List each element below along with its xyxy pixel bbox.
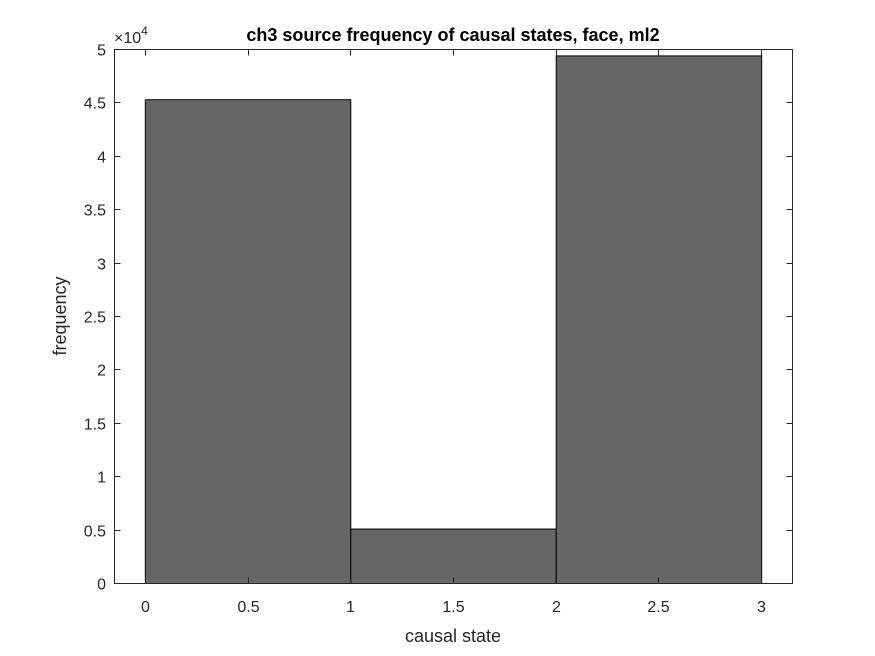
histogram-bar-2 [555, 55, 763, 584]
y-tick-label-3: 1.5 [84, 417, 106, 434]
x-tick-label-6: 3 [757, 599, 766, 616]
y-tick-label-7: 3.5 [84, 203, 106, 220]
histogram-bar-1 [350, 528, 557, 584]
y-tick-label-5: 2.5 [84, 310, 106, 327]
y-axis-label: frequency [50, 276, 70, 355]
x-tick-label-2: 1 [346, 599, 355, 616]
x-tick-label-1: 0.5 [237, 599, 259, 616]
y-tick-label-2: 1 [97, 470, 106, 487]
bars-group [144, 55, 763, 584]
x-tick-label-5: 2.5 [647, 599, 669, 616]
y-tick-label-1: 0.5 [84, 524, 106, 541]
histogram-bar-0 [144, 99, 352, 584]
y-tick-label-0: 0 [97, 577, 106, 594]
y-tick-label-4: 2 [97, 363, 106, 380]
x-tick-label-4: 2 [552, 599, 561, 616]
y-tick-label-10: 5 [97, 43, 106, 60]
y-exponent-label: ×104 [114, 24, 148, 47]
y-ticks: 0 0.5 1 1.5 2 2.5 3 3.5 4 4.5 5 [84, 43, 793, 594]
y-tick-label-6: 3 [97, 257, 106, 274]
y-tick-label-9: 4.5 [84, 96, 106, 113]
y-tick-label-8: 4 [97, 150, 106, 167]
chart-title: ch3 source frequency of causal states, f… [246, 25, 659, 45]
x-tick-label-0: 0 [141, 599, 150, 616]
x-ticks: 0 0.5 1 1.5 2 2.5 3 [141, 49, 766, 616]
x-axis-label: causal state [405, 626, 501, 646]
x-tick-label-3: 1.5 [442, 599, 464, 616]
